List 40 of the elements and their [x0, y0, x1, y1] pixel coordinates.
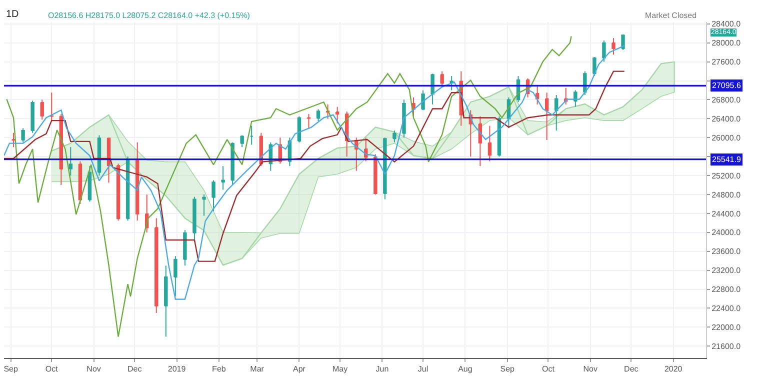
- y-tick-label: 23600.0: [712, 247, 742, 256]
- x-tick-label: Jun: [376, 364, 389, 374]
- y-tick-label: 24000.0: [712, 228, 742, 238]
- x-tick-label: Nov: [583, 364, 598, 374]
- x-tick-label: 2019: [168, 364, 186, 374]
- ref-line-label: 25541.9: [712, 155, 742, 164]
- x-tick-label: Sep: [500, 364, 516, 374]
- y-tick-label: 27600.0: [712, 58, 742, 67]
- x-tick-label: Jul: [418, 364, 428, 374]
- x-tick-label: May: [332, 364, 348, 374]
- y-tick-label: 25200.0: [712, 171, 742, 180]
- x-tick-label: Aug: [458, 364, 472, 374]
- y-tick-label: 28400.0: [712, 20, 742, 29]
- x-tick-label: Oct: [45, 364, 59, 374]
- y-tick-label: 22800.0: [712, 285, 742, 294]
- x-tick-label: Feb: [212, 364, 226, 374]
- y-tick-label: 21600.0: [712, 342, 742, 351]
- y-tick-label: 24800.0: [712, 190, 742, 200]
- x-tick-label: Mar: [250, 364, 264, 374]
- y-tick-label: 26800.0: [712, 96, 742, 105]
- y-tick-label: 24400.0: [712, 209, 742, 218]
- x-tick-label: Dec: [127, 364, 142, 374]
- text: Market Closed: [645, 11, 697, 20]
- ref-line-label: 27095.6: [712, 81, 742, 90]
- x-tick-label: 2020: [664, 364, 683, 374]
- y-tick-label: 26400.0: [712, 114, 742, 124]
- y-tick-label: 22400.0: [712, 304, 742, 314]
- line-series: [4, 70, 625, 262]
- text: O28156.6 H28175.0 L28075.2 C28164.0 +42.3 (+0.15%): [48, 11, 250, 20]
- line-series: [6, 36, 572, 338]
- text: 1D: [6, 9, 19, 20]
- y-tick-label: 28000.0: [712, 38, 742, 48]
- y-tick-label: 26000.0: [712, 133, 742, 142]
- x-tick-label: Dec: [624, 364, 638, 374]
- x-tick-label: Sep: [4, 364, 18, 374]
- y-tick-label: 22000.0: [712, 323, 742, 332]
- x-tick-label: Apr: [292, 364, 306, 374]
- x-tick-label: Nov: [86, 364, 101, 374]
- y-tick-label: 23200.0: [712, 266, 742, 276]
- x-tick-label: Oct: [542, 364, 556, 374]
